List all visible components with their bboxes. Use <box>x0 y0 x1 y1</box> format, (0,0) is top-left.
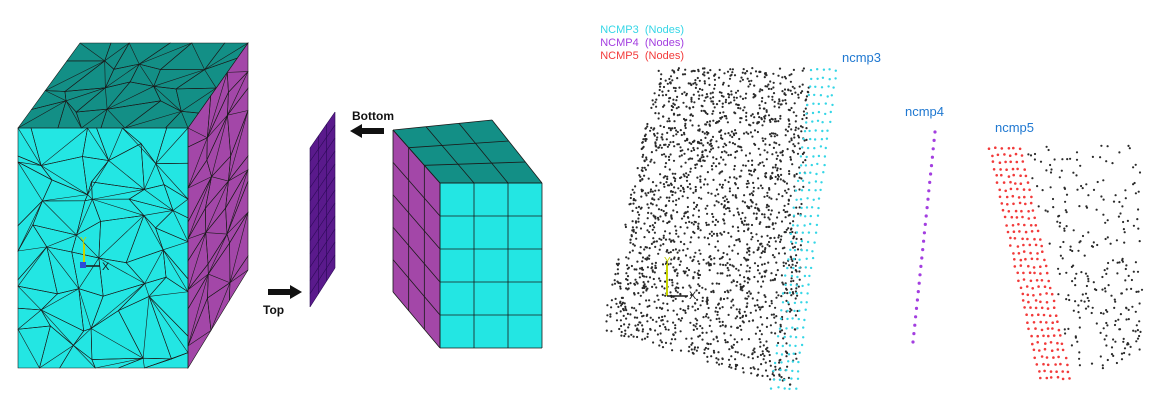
ncmp5-right-node-cloud <box>1027 144 1144 370</box>
large-block-mesh-lines <box>17 42 249 370</box>
coordinate-triad-right: Y X <box>664 256 697 302</box>
ncmp3-label: ncmp3 <box>842 50 882 65</box>
top-arrow <box>268 285 302 299</box>
large-meshed-block <box>17 42 249 370</box>
small-meshed-block <box>392 119 543 349</box>
large-block-top-face <box>18 43 248 128</box>
legend-ncmp4: NCMP4 (Nodes) <box>588 25 684 61</box>
large-block-front-face <box>18 128 188 368</box>
large-block-side-face <box>188 43 248 368</box>
small-block-top-face <box>393 120 542 183</box>
legend-ncmp5-tag: (Nodes) <box>644 50 684 62</box>
node-cloud-canvas: Y X <box>605 67 1144 391</box>
node-cloud-panel: NCMP3 (Nodes) NCMP4 (Nodes) NCMP5 (Nodes… <box>580 0 1166 413</box>
legend-ncmp5-name: NCMP5 <box>600 50 639 62</box>
bottom-arrow <box>350 124 384 138</box>
thin-plate <box>309 111 336 308</box>
ncmp-main-node-cloud <box>605 67 810 386</box>
triad-y-label-right: Y <box>664 256 671 267</box>
legend-ncmp3-name: NCMP3 <box>600 24 639 36</box>
triad-x-label: X <box>102 261 110 273</box>
legend-ncmp3-tag: (Nodes) <box>644 24 684 36</box>
legend-ncmp5: NCMP5 (Nodes) <box>588 38 684 74</box>
plate-mesh-lines <box>309 111 336 308</box>
top-label: Top <box>263 303 284 317</box>
mesh-geometry-panel: Y X Bottom Top <box>0 0 580 413</box>
legend-ncmp3: NCMP3 (Nodes) <box>588 12 684 48</box>
bottom-label: Bottom <box>352 109 394 123</box>
ncmp4-node-set <box>911 130 937 344</box>
ncmp5-label: ncmp5 <box>995 120 1035 135</box>
small-block-mesh-lines <box>392 119 543 349</box>
ncmp3-node-set <box>769 68 837 391</box>
legend-ncmp4-tag: (Nodes) <box>644 37 684 49</box>
triad-x-label-right: X <box>689 290 697 302</box>
small-block-front-face <box>440 183 542 348</box>
coordinate-triad-left: Y X <box>80 236 110 273</box>
ncmp4-label: ncmp4 <box>905 104 945 119</box>
plate-face <box>310 112 335 307</box>
mesh-geometry-canvas: Y X Bottom Top <box>17 42 543 370</box>
ncmp5-node-set <box>987 146 1071 381</box>
small-block-side-face <box>393 130 440 348</box>
triad-y-label: Y <box>80 236 87 247</box>
legend-ncmp4-name: NCMP4 <box>600 37 639 49</box>
